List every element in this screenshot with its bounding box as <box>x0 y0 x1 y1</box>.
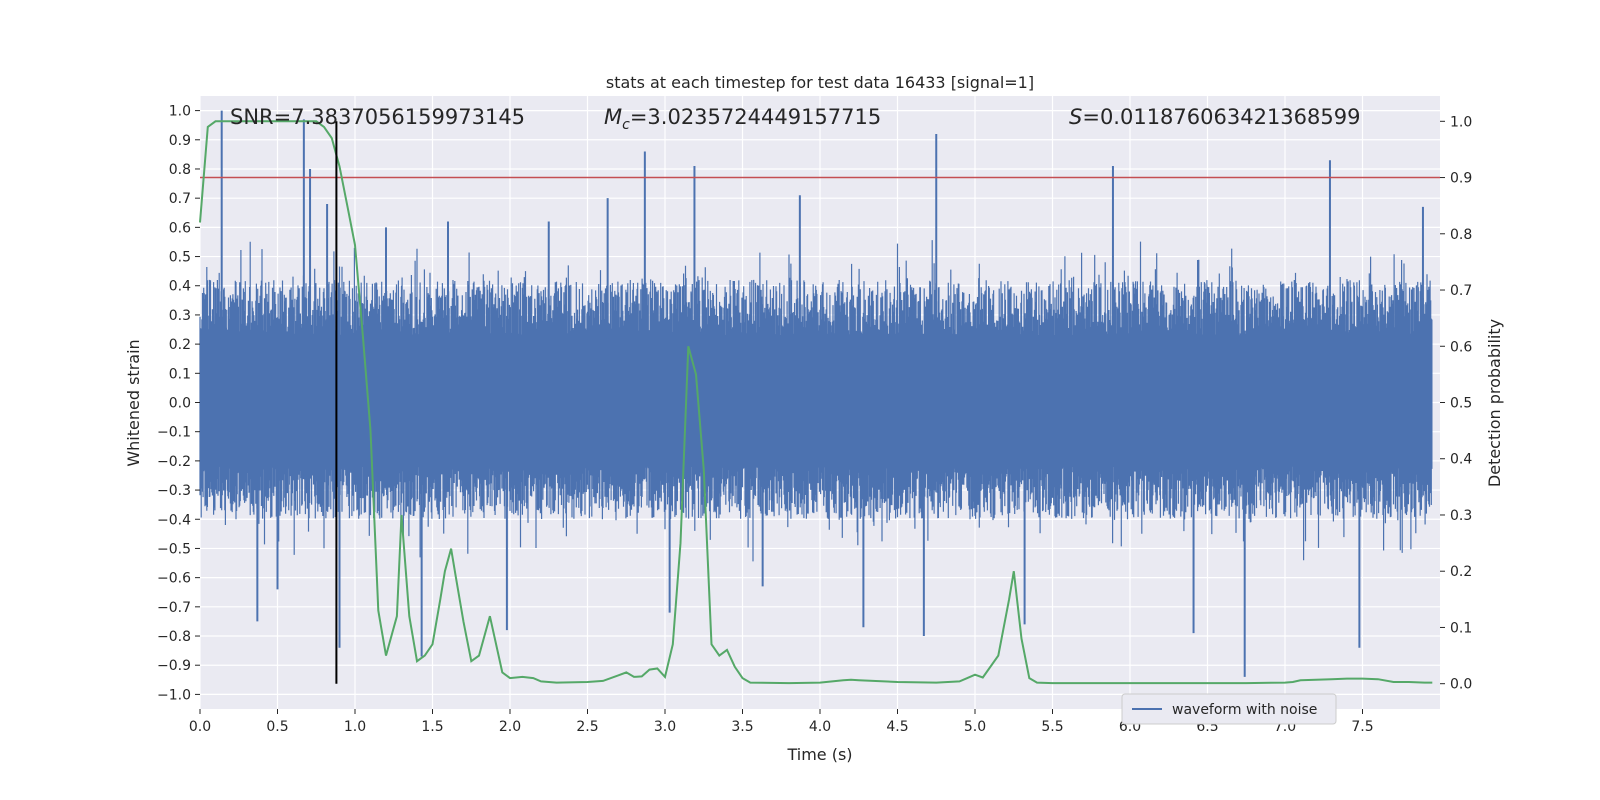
x-tick-label: 3.0 <box>654 719 676 735</box>
x-tick-label: 5.5 <box>1041 719 1063 735</box>
x-tick-label: 3.5 <box>731 719 753 735</box>
y-left-tick-label: −0.2 <box>157 454 191 470</box>
y-left-tick-label: −0.8 <box>157 629 191 645</box>
y-right-tick-label: 0.2 <box>1450 564 1472 580</box>
s-symbol: S <box>1069 105 1082 129</box>
y-left-axis-ticks: 1.0 0.9 0.8 0.7 0.6 0.5 0.4 0.3 0.2 0.1 0.0 −0.1 −0.… <box>157 104 200 703</box>
s-annotation: S=0.011876063421368599 <box>1069 105 1360 129</box>
legend-label-waveform: waveform with noise <box>1172 702 1317 718</box>
y-left-tick-label: −0.5 <box>157 541 191 557</box>
legend: waveform with noise <box>1121 693 1337 725</box>
chirp-mass-value: =3.0235724449157715 <box>630 105 881 129</box>
y-left-tick-label: 0.5 <box>169 250 191 266</box>
y-right-axis-ticks: 1.0 0.9 0.8 0.7 0.6 0.5 0.4 0.3 0.2 0.1 0.0 <box>1440 114 1472 693</box>
chirp-mass-annotation: Mc=3.0235724449157715 <box>604 105 881 133</box>
snr-annotation: SNR=7.3837056159973145 <box>230 105 525 129</box>
chirp-mass-subscript: c <box>622 117 630 133</box>
x-tick-label: 1.5 <box>421 719 443 735</box>
y-right-tick-label: 0.3 <box>1450 508 1472 524</box>
y-left-tick-label: 0.0 <box>169 396 191 412</box>
y-left-tick-label: 0.9 <box>169 133 191 149</box>
x-tick-label: 1.0 <box>344 719 366 735</box>
y-left-tick-label: 0.6 <box>169 220 191 236</box>
waveform-series <box>199 110 1433 677</box>
y-left-tick-label: −0.1 <box>157 425 191 441</box>
y-right-tick-label: 0.6 <box>1450 339 1472 355</box>
legend-box <box>1121 693 1337 725</box>
x-tick-label: 4.0 <box>809 719 831 735</box>
y-left-tick-label: 0.2 <box>169 337 191 353</box>
y-left-tick-label: 1.0 <box>169 104 191 120</box>
probability-series-line <box>199 120 1433 685</box>
y-right-tick-label: 1.0 <box>1450 114 1472 130</box>
y-right-tick-label: 0.7 <box>1450 283 1472 299</box>
y-left-tick-label: −0.4 <box>157 512 191 528</box>
x-tick-label: 5.0 <box>964 719 986 735</box>
x-tick-label: 2.0 <box>499 719 521 735</box>
chirp-mass-symbol: M <box>604 105 622 129</box>
y-right-tick-label: 0.8 <box>1450 227 1472 243</box>
y-right-tick-label: 0.0 <box>1450 677 1472 693</box>
y-left-tick-label: 0.8 <box>169 162 191 178</box>
y-right-tick-label: 0.4 <box>1450 452 1472 468</box>
y-left-tick-label: 0.4 <box>169 279 191 295</box>
x-tick-label: 2.5 <box>576 719 598 735</box>
y-left-tick-label: −0.3 <box>157 483 191 499</box>
y-left-tick-label: −0.7 <box>157 600 191 616</box>
y-left-tick-label: −1.0 <box>157 687 191 703</box>
y-right-tick-label: 0.1 <box>1450 620 1472 636</box>
y-left-tick-label: −0.9 <box>157 658 191 674</box>
waveform-core <box>200 338 1410 461</box>
x-tick-label: 4.5 <box>886 719 908 735</box>
x-tick-label: 7.5 <box>1351 719 1373 735</box>
x-tick-label: 0.0 <box>189 719 211 735</box>
y-right-tick-label: 0.5 <box>1450 396 1472 412</box>
y-right-tick-label: 0.9 <box>1450 171 1472 187</box>
y-left-tick-label: 0.3 <box>169 308 191 324</box>
y-right-axis-label: Detection probability <box>1485 319 1504 487</box>
chart-title: stats at each timestep for test data 164… <box>606 73 1034 92</box>
x-tick-label: 0.5 <box>266 719 288 735</box>
y-left-axis-label: Whitened strain <box>124 339 143 466</box>
s-value: =0.011876063421368599 <box>1082 105 1360 129</box>
y-left-tick-label: 0.1 <box>169 366 191 382</box>
x-axis-label: Time (s) <box>786 745 852 764</box>
y-left-tick-label: −0.6 <box>157 571 191 587</box>
y-left-tick-label: 0.7 <box>169 191 191 207</box>
